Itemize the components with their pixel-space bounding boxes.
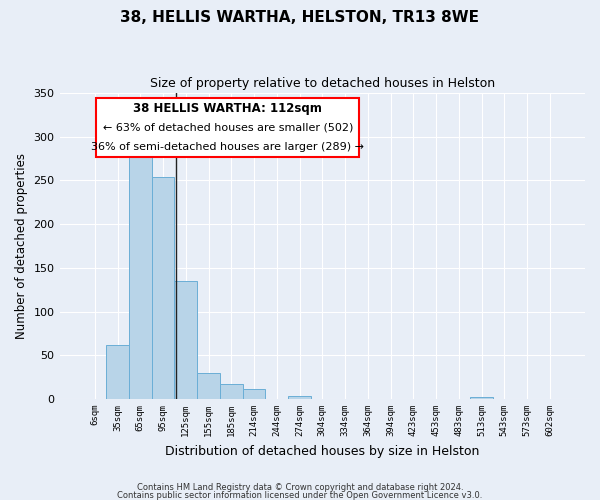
- Title: Size of property relative to detached houses in Helston: Size of property relative to detached ho…: [150, 78, 495, 90]
- Text: Contains HM Land Registry data © Crown copyright and database right 2024.: Contains HM Land Registry data © Crown c…: [137, 483, 463, 492]
- Bar: [175, 281, 197, 399]
- Text: Contains public sector information licensed under the Open Government Licence v3: Contains public sector information licen…: [118, 492, 482, 500]
- Bar: [197, 373, 220, 399]
- Text: ← 63% of detached houses are smaller (502): ← 63% of detached houses are smaller (50…: [103, 122, 353, 132]
- Bar: [242, 390, 265, 399]
- Y-axis label: Number of detached properties: Number of detached properties: [15, 153, 28, 339]
- Bar: [129, 144, 152, 399]
- Bar: [288, 396, 311, 399]
- Text: 36% of semi-detached houses are larger (289) →: 36% of semi-detached houses are larger (…: [91, 142, 364, 152]
- Text: 38 HELLIS WARTHA: 112sqm: 38 HELLIS WARTHA: 112sqm: [133, 102, 322, 115]
- Bar: [106, 345, 129, 399]
- Bar: [220, 384, 242, 399]
- Text: 38, HELLIS WARTHA, HELSTON, TR13 8WE: 38, HELLIS WARTHA, HELSTON, TR13 8WE: [121, 10, 479, 25]
- Bar: [470, 398, 493, 399]
- FancyBboxPatch shape: [97, 98, 359, 158]
- Bar: [152, 177, 175, 399]
- X-axis label: Distribution of detached houses by size in Helston: Distribution of detached houses by size …: [165, 444, 479, 458]
